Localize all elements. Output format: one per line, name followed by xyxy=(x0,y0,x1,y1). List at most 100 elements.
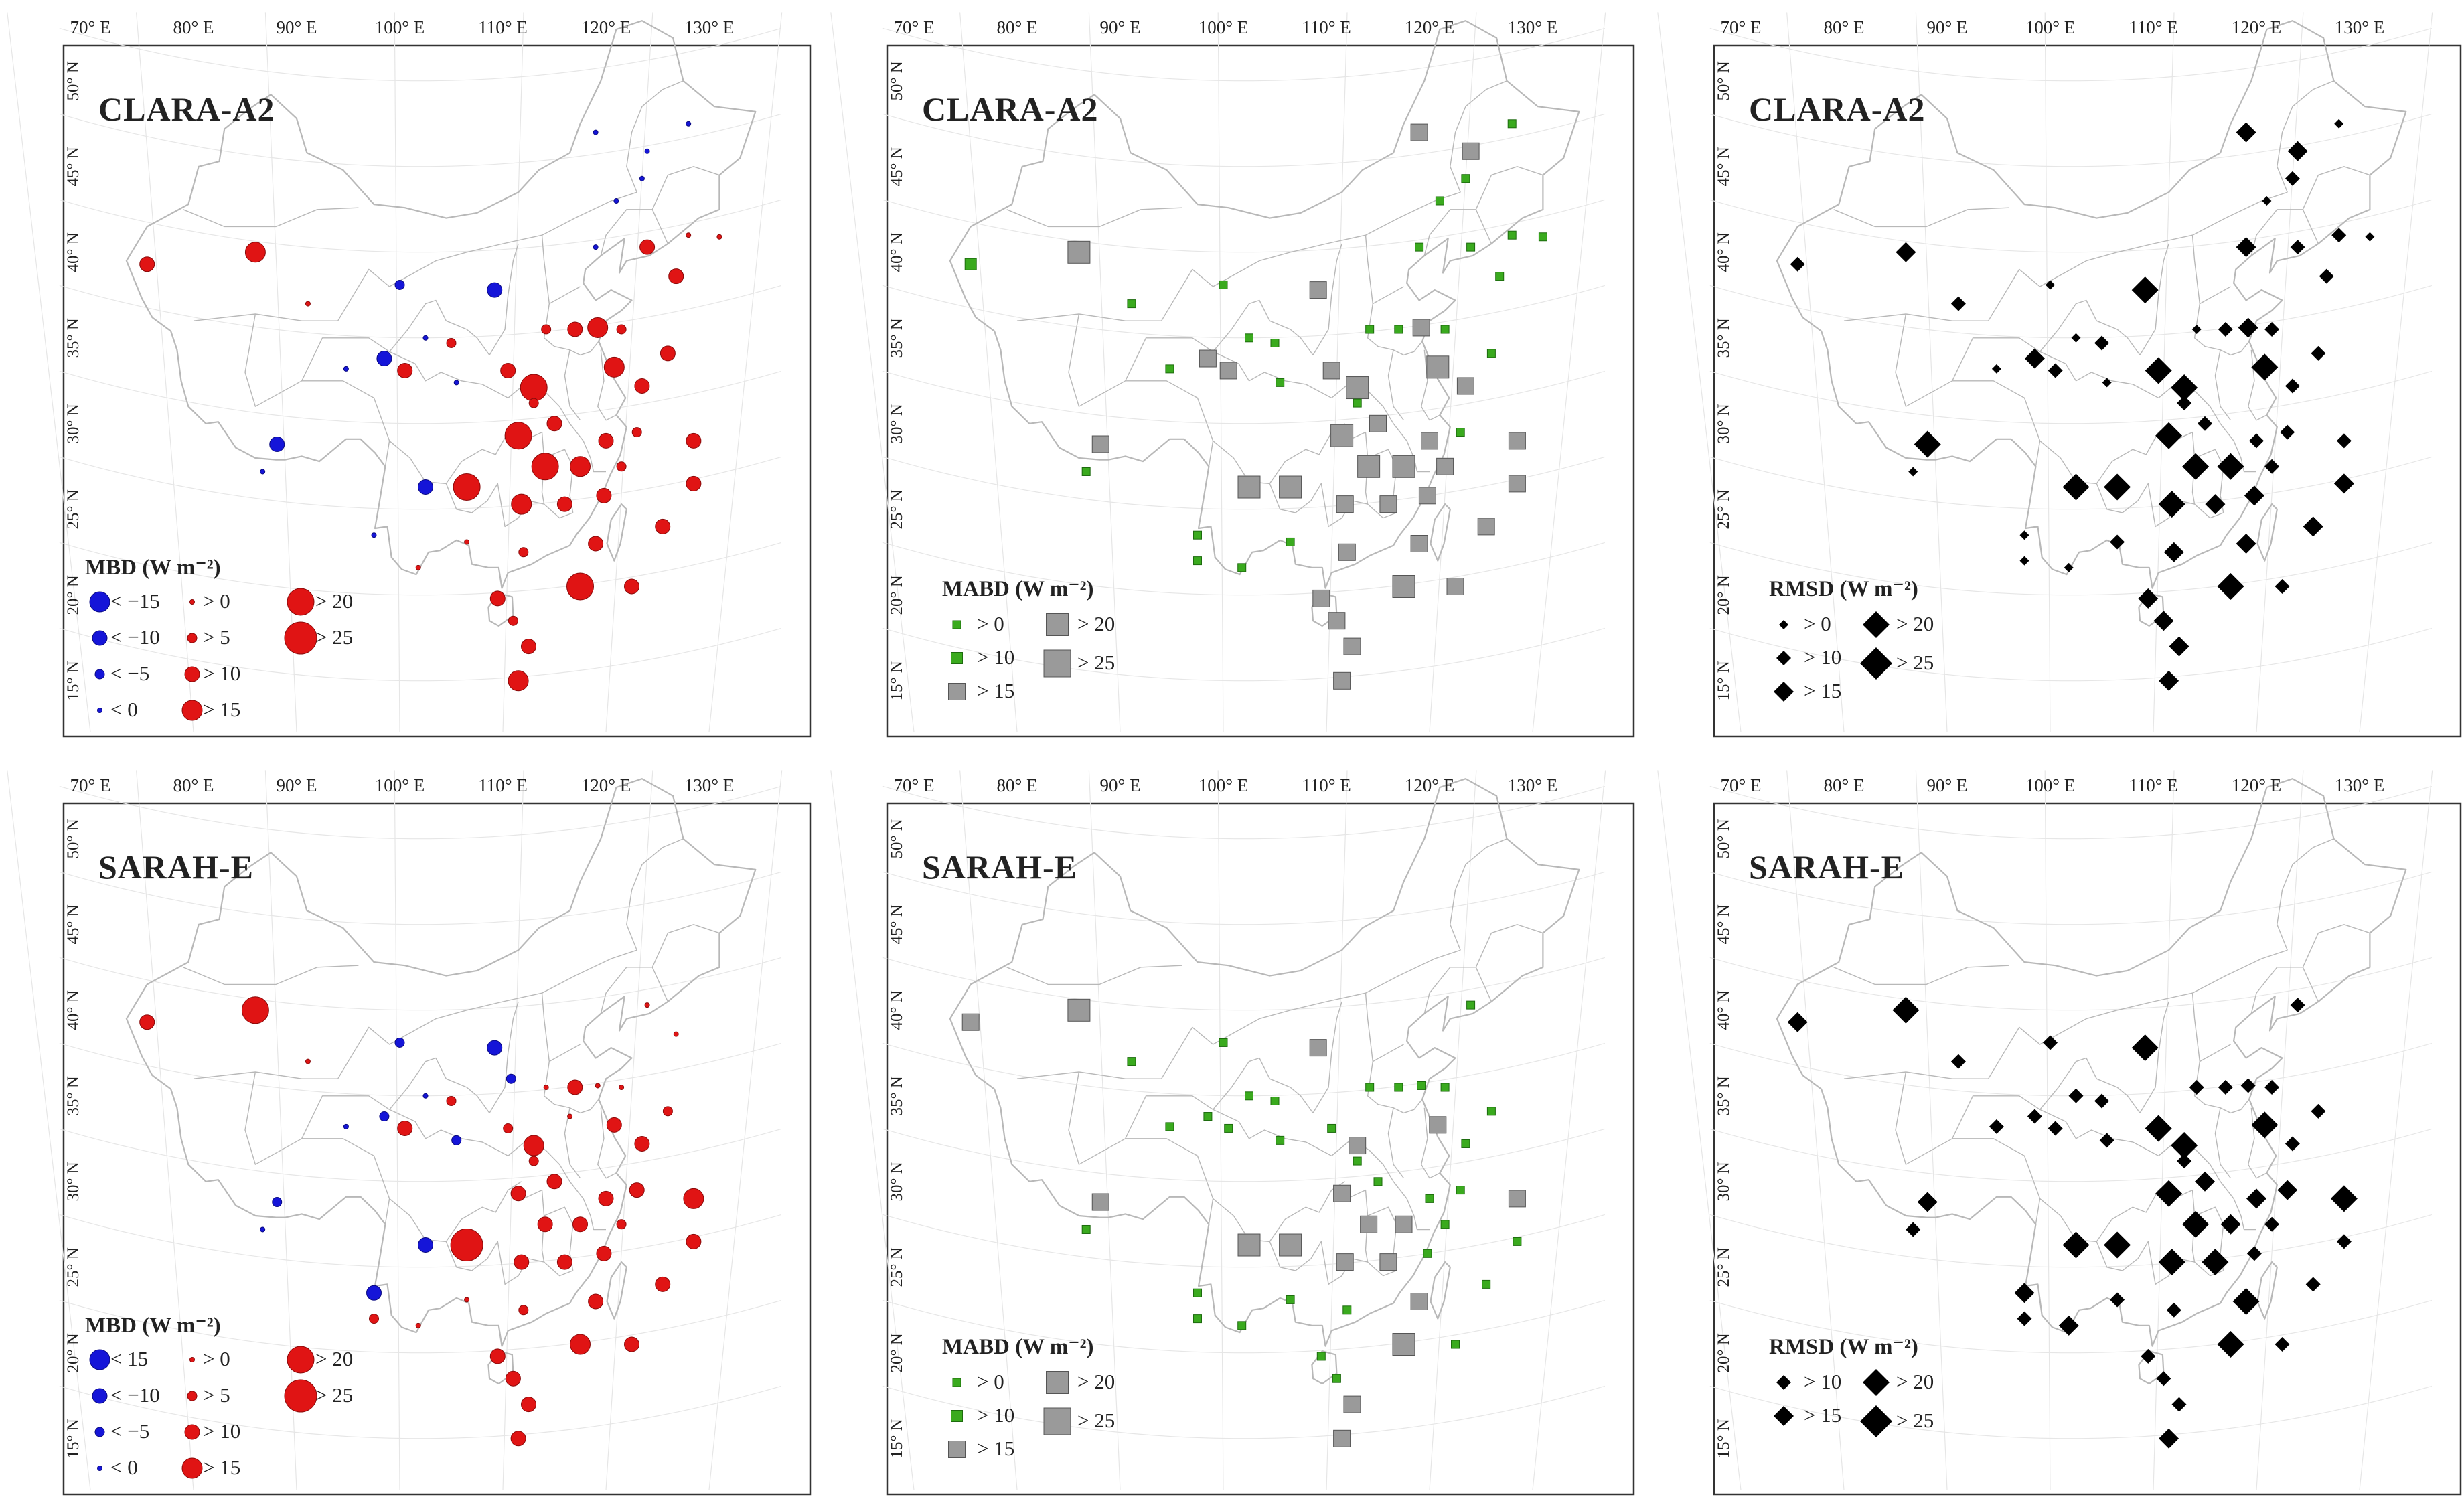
station-marker xyxy=(1394,325,1403,334)
china-borders xyxy=(949,20,1580,627)
lon-label: 130° E xyxy=(684,17,735,37)
station-marker xyxy=(2331,228,2347,243)
station-marker xyxy=(514,1254,530,1270)
province-border xyxy=(1833,965,2009,985)
station-marker xyxy=(518,547,529,558)
province-border xyxy=(2302,166,2370,210)
station-marker xyxy=(1415,242,1424,252)
station-marker xyxy=(2071,333,2081,343)
station-marker xyxy=(655,518,671,534)
province-border xyxy=(301,337,509,399)
graticule-lat-line xyxy=(1709,285,2432,339)
station-marker xyxy=(2156,1371,2171,1387)
graticule-lat-line xyxy=(882,1214,1605,1268)
station-marker xyxy=(2305,1277,2321,1292)
legend-symbol xyxy=(94,1427,105,1437)
station-marker xyxy=(446,337,457,348)
lat-label: 35° N xyxy=(64,1076,82,1115)
station-marker xyxy=(2218,322,2233,337)
station-marker xyxy=(2217,573,2244,600)
province-border xyxy=(1833,207,2009,228)
station-marker xyxy=(2043,1035,2058,1050)
station-marker xyxy=(528,398,539,408)
station-marker xyxy=(453,380,459,386)
graticule-lat-line xyxy=(882,370,1605,424)
station-marker xyxy=(2264,459,2280,474)
province-border xyxy=(1372,286,1404,305)
station-marker xyxy=(2249,433,2264,449)
province-border xyxy=(626,838,684,951)
panel-title: CLARA-A2 xyxy=(922,90,1099,128)
graticule xyxy=(830,12,1606,732)
station-marker xyxy=(2202,1249,2229,1276)
lon-label: 120° E xyxy=(2232,775,2282,795)
legend-symbol xyxy=(948,1441,966,1458)
station-marker xyxy=(489,590,506,607)
legend-label: > 10 xyxy=(1804,1370,1841,1393)
station-marker xyxy=(2311,345,2326,361)
legend-symbol xyxy=(1863,1369,1890,1396)
station-marker xyxy=(1237,563,1247,572)
province-border xyxy=(389,423,522,485)
station-marker xyxy=(593,244,599,250)
station-marker xyxy=(2094,1093,2109,1109)
station-marker xyxy=(2264,1216,2280,1232)
station-marker xyxy=(1270,338,1280,347)
legend-symbol xyxy=(284,621,317,655)
province-border xyxy=(389,1057,490,1113)
lat-label: 20° N xyxy=(1715,1333,1733,1372)
lat-label: 45° N xyxy=(888,147,906,186)
station-marker xyxy=(2240,1078,2256,1093)
lat-label: 45° N xyxy=(888,904,906,944)
station-marker xyxy=(379,1111,390,1122)
lat-label: 15° N xyxy=(1715,661,1733,700)
province-border xyxy=(2191,993,2250,1114)
legend-label: > 15 xyxy=(977,679,1014,702)
station-marker xyxy=(451,1135,462,1145)
province-border xyxy=(1387,1107,1405,1179)
station-marker xyxy=(2046,280,2055,290)
lon-label: 100° E xyxy=(375,775,425,795)
legend-label: > 25 xyxy=(1896,1409,1934,1432)
station-marker xyxy=(1286,1295,1295,1304)
station-marker xyxy=(1429,1116,1447,1134)
station-marker xyxy=(567,1113,573,1119)
station-marker xyxy=(2277,1180,2298,1200)
province-border xyxy=(1269,483,1397,528)
station-marker xyxy=(1440,325,1450,334)
lon-label: 120° E xyxy=(1405,775,1455,795)
station-marker xyxy=(1091,435,1109,453)
legend-label: > 20 xyxy=(315,589,353,613)
station-marker xyxy=(2110,534,2125,550)
station-marker xyxy=(1279,1233,1302,1257)
taiwan-outline xyxy=(606,503,627,562)
lat-label: 30° N xyxy=(1715,404,1733,443)
station-marker xyxy=(1237,475,1261,499)
lat-label: 20° N xyxy=(888,1333,906,1372)
station-marker xyxy=(369,1314,379,1324)
station-marker xyxy=(567,321,583,337)
station-marker xyxy=(2094,335,2109,351)
graticule-lat-line xyxy=(59,1128,781,1182)
station-marker xyxy=(487,1040,503,1056)
legend-label: > 25 xyxy=(315,1383,353,1407)
lat-label: 45° N xyxy=(64,904,82,944)
station-marker xyxy=(2264,1080,2280,1095)
panel-frame xyxy=(62,802,812,1496)
legend-symbol xyxy=(187,1391,198,1401)
province-border xyxy=(597,349,617,421)
station-marker xyxy=(1446,578,1464,595)
legend-label: > 0 xyxy=(1804,612,1831,635)
station-marker xyxy=(1336,495,1354,513)
taiwan-outline xyxy=(2256,503,2278,562)
station-marker xyxy=(2275,1337,2290,1352)
station-marker xyxy=(964,258,977,270)
graticule-lon-line xyxy=(7,12,91,732)
lon-label: 120° E xyxy=(2232,17,2282,37)
station-marker xyxy=(1451,1340,1460,1349)
graticule-lon-line xyxy=(136,770,194,1490)
panel-title: SARAH-E xyxy=(1749,848,1904,886)
station-marker xyxy=(521,639,536,655)
station-marker xyxy=(631,427,642,438)
legend-title: MABD (W m⁻²) xyxy=(942,1335,1094,1359)
